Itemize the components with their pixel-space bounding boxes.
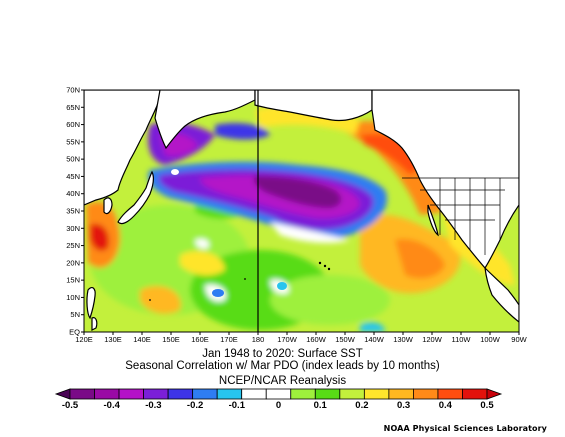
lon-label: 100W (480, 335, 501, 344)
lat-label: 40N (66, 189, 80, 198)
lon-label: 170E (220, 335, 238, 344)
lat-label: EQ (69, 328, 80, 337)
lat-label: 65N (66, 103, 80, 112)
colorbar-arrow-right (486, 388, 503, 400)
colorbar-cell (143, 388, 169, 400)
lon-label: 150E (162, 335, 180, 344)
colorbar-label: -0.4 (104, 400, 121, 411)
lon-label: 140E (133, 335, 151, 344)
lat-label: 30N (66, 224, 80, 233)
colorbar-cell (94, 388, 120, 400)
colorbar-label: -0.2 (187, 400, 203, 411)
colorbar-label: 0.5 (480, 400, 494, 411)
lat-label: 35N (66, 207, 80, 216)
colorbar-label: -0.1 (229, 400, 246, 411)
colorbar-cell (192, 388, 218, 400)
title-line-1: Jan 1948 to 2020: Surface SST (202, 348, 363, 360)
lat-label: 70N (66, 86, 80, 95)
title-line-2: Seasonal Correlation w/ Mar PDO (index l… (125, 360, 440, 372)
colorbar-label: 0.1 (314, 400, 328, 411)
colorbar-label: 0.3 (397, 400, 410, 411)
colorbar-cell (241, 388, 267, 400)
title-line-3: NCEP/NCAR Reanalysis (218, 375, 347, 387)
lon-label: 120W (422, 335, 443, 344)
lon-label: 130E (104, 335, 122, 344)
lon-label: 180 (252, 335, 265, 344)
sst-correlation-field (84, 90, 519, 332)
islands (149, 261, 331, 301)
lat-label: 25N (66, 241, 80, 250)
colorbar-label: 0.2 (355, 400, 368, 411)
colorbar-cell (462, 388, 488, 400)
colorbar-cell (314, 388, 341, 400)
colorbar-cell (413, 388, 439, 400)
lat-label: 20N (66, 258, 80, 267)
lon-label: 130W (393, 335, 414, 344)
latitude-axis: EQ 5N 10N 15N 20N 25N 30N 35N 40N 45N 50N 55N 60N 65N… (66, 86, 84, 337)
lon-label: 90W (511, 335, 527, 344)
lon-label: 110W (451, 335, 471, 344)
colorbar-cell (265, 388, 292, 400)
colorbar-cell (69, 388, 95, 400)
colorbar-label: 0.4 (439, 400, 453, 411)
colorbar-label: -0.5 (62, 400, 79, 411)
colorbar-cell (339, 388, 365, 400)
lon-label: 150W (335, 335, 356, 344)
lat-label: 15N (66, 276, 80, 285)
colorbar-label: -0.3 (145, 400, 161, 411)
lat-label: 45N (66, 172, 80, 181)
colorbar-cell (167, 388, 194, 400)
lon-label: 160E (191, 335, 209, 344)
lat-label: 5N (70, 310, 80, 319)
colorbar-cell (437, 388, 463, 400)
lat-label: 55N (66, 137, 80, 146)
colorbar-arrow-left (54, 388, 71, 400)
lon-label: 170W (277, 335, 298, 344)
colorbar-cell (388, 388, 414, 400)
lon-label: 120E (75, 335, 93, 344)
colorbar-label: 0 (276, 400, 281, 411)
lat-label: 10N (66, 293, 80, 302)
colorbar-cell (363, 388, 390, 400)
credit-label: NOAA Physical Sciences Laboratory (383, 424, 547, 433)
lon-label: 140W (364, 335, 385, 344)
colorbar-cell (118, 388, 144, 400)
lon-label: 160W (306, 335, 327, 344)
political-borders (402, 177, 519, 255)
colorbar-cell (290, 388, 316, 400)
land (84, 90, 519, 331)
lat-label: 60N (66, 120, 80, 129)
lat-label: 50N (66, 155, 80, 164)
longitude-axis: 120E 130E 140E 150E 160E 170E 180 170W 160W 150W 1… (75, 332, 528, 344)
colorbar-cell (216, 388, 243, 400)
